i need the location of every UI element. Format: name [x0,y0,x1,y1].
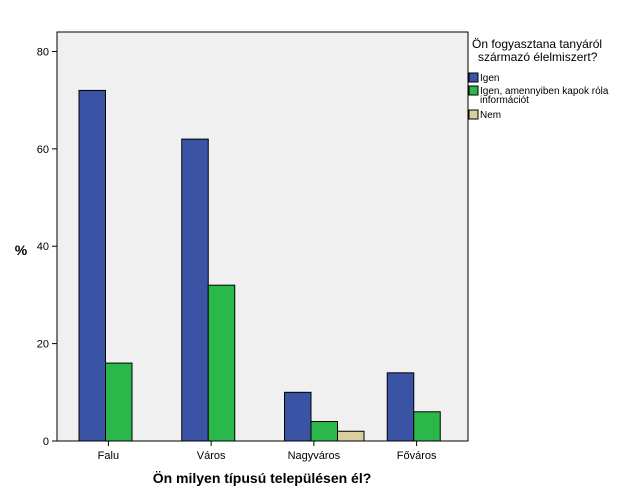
y-axis-title: % [15,242,28,258]
bar-2-3 [310,421,338,442]
bar-1-3 [284,391,312,442]
y-tick-label: 60 [37,144,49,156]
bar-2-2 [207,284,236,442]
legend-label-3: Nem [480,110,501,121]
y-tick-label: 40 [37,241,49,253]
y-tick-label: 20 [37,339,49,351]
legend-label-2: információt [480,95,529,106]
x-axis: Falu Város Nagyváros Főváros [98,441,437,462]
y-tick-label: 0 [43,436,49,448]
y-axis: 0 20 40 60 80 [37,46,57,448]
legend-title-line: Ön fogyasztana tanyáról [472,37,602,51]
x-axis-title: Ön milyen típusú településen él? [153,470,372,486]
legend-title-line: származó élelmiszert? [478,50,598,64]
x-tick-label: Főváros [397,450,437,462]
legend-label-2: Igen, amennyiben kapok róla [480,86,609,97]
x-tick-label: Falu [98,450,119,462]
legend-swatch-3 [468,109,479,120]
bar-1-2 [181,138,209,442]
y-tick-label: 80 [37,46,49,58]
legend-label-1: Igen [480,73,499,84]
legend-swatch-2 [468,85,479,96]
bar-1-1 [78,89,106,442]
x-tick-label: Nagyváros [288,450,341,462]
bar-3-3 [337,430,365,442]
bar-1-4 [386,372,415,442]
legend-swatch-1 [468,72,479,83]
bar-2-1 [105,362,133,442]
bar-2-4 [413,411,441,442]
bars-group [78,89,441,442]
x-tick-label: Város [197,450,226,462]
